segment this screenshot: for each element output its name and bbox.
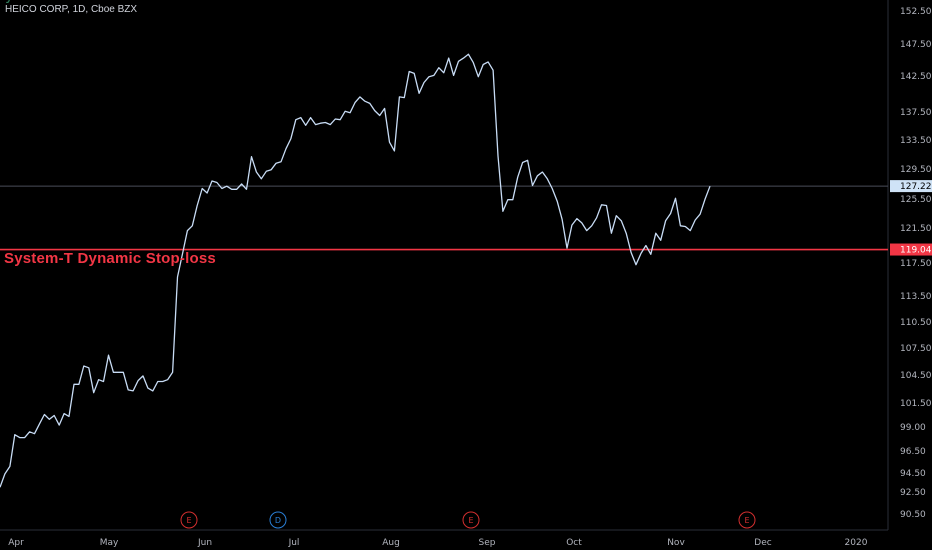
event-letter: E bbox=[468, 516, 473, 525]
last-price-tag-bg bbox=[890, 180, 932, 193]
x-tick-label: 2020 bbox=[845, 538, 868, 548]
x-tick-label: Aug bbox=[382, 538, 400, 548]
y-tick-label: 104.50 bbox=[900, 371, 932, 381]
price-axis[interactable]: 152.50 147.50 142.50 137.50 133.50 129.50 125.… bbox=[900, 7, 932, 520]
y-tick-label: 121.50 bbox=[900, 224, 932, 234]
price-tags: 127.22 119.04 bbox=[890, 180, 932, 256]
x-tick-label: Oct bbox=[566, 538, 582, 548]
y-tick-label: 96.50 bbox=[900, 447, 926, 457]
y-tick-label: 129.50 bbox=[900, 165, 932, 175]
y-tick-label: 152.50 bbox=[900, 7, 932, 17]
x-tick-label: Jul bbox=[288, 538, 300, 548]
price-series bbox=[0, 53, 711, 488]
y-tick-label: 90.50 bbox=[900, 510, 926, 520]
y-tick-label: 133.50 bbox=[900, 136, 932, 146]
event-circle bbox=[180, 511, 198, 529]
last-price-tag: 127.22 bbox=[890, 180, 932, 193]
x-tick-label: Apr bbox=[8, 538, 24, 548]
y-tick-label: 142.50 bbox=[900, 72, 932, 82]
y-tick-label: 125.50 bbox=[900, 195, 932, 205]
buy-label: Buy bbox=[0, 0, 13, 4]
y-tick-label: 107.50 bbox=[900, 344, 932, 354]
x-tick-label: Dec bbox=[754, 538, 771, 548]
trade-markers: Buy bbox=[0, 0, 13, 4]
x-tick-label: Nov bbox=[667, 538, 685, 548]
earnings-event-marker[interactable]: E bbox=[738, 511, 756, 529]
event-letter: E bbox=[744, 516, 749, 525]
y-tick-label: 113.50 bbox=[900, 292, 932, 302]
earnings-event-marker[interactable]: E bbox=[462, 511, 480, 529]
x-tick-label: May bbox=[100, 538, 119, 548]
event-circle bbox=[738, 511, 756, 529]
chart-title: HEICO CORP, 1D, Cboe BZX bbox=[5, 4, 138, 15]
y-tick-label: 137.50 bbox=[900, 108, 932, 118]
stop-loss-tag-bg bbox=[890, 243, 932, 256]
last-price-tag-text: 127.22 bbox=[900, 182, 932, 192]
event-letter: D bbox=[275, 516, 281, 525]
event-circle bbox=[269, 511, 287, 529]
stop-loss-tag: 119.04 bbox=[890, 243, 932, 256]
dividend-event-marker[interactable]: D bbox=[269, 511, 287, 529]
y-tick-label: 99.00 bbox=[900, 423, 926, 433]
stop-loss-label: System-T Dynamic Stop-loss bbox=[4, 250, 216, 267]
y-tick-label: 94.50 bbox=[900, 469, 926, 479]
y-tick-label: 147.50 bbox=[900, 40, 932, 50]
event-letter: E bbox=[186, 516, 191, 525]
y-tick-label: 117.50 bbox=[900, 259, 932, 269]
event-circle bbox=[462, 511, 480, 529]
earnings-event-marker[interactable]: E bbox=[180, 511, 198, 529]
time-axis[interactable]: Apr May Jun Jul Aug Sep Oct Nov Dec 2020 bbox=[8, 538, 868, 548]
buy-marker: Buy bbox=[0, 0, 13, 4]
y-tick-label: 92.50 bbox=[900, 488, 926, 498]
stop-loss-tag-text: 119.04 bbox=[900, 246, 932, 256]
price-line bbox=[0, 53, 711, 488]
x-tick-label: Sep bbox=[479, 538, 496, 548]
x-tick-label: Jun bbox=[197, 538, 212, 548]
y-tick-label: 110.50 bbox=[900, 318, 932, 328]
y-tick-label: 101.50 bbox=[900, 399, 932, 409]
horizontal-lines bbox=[0, 185, 888, 251]
